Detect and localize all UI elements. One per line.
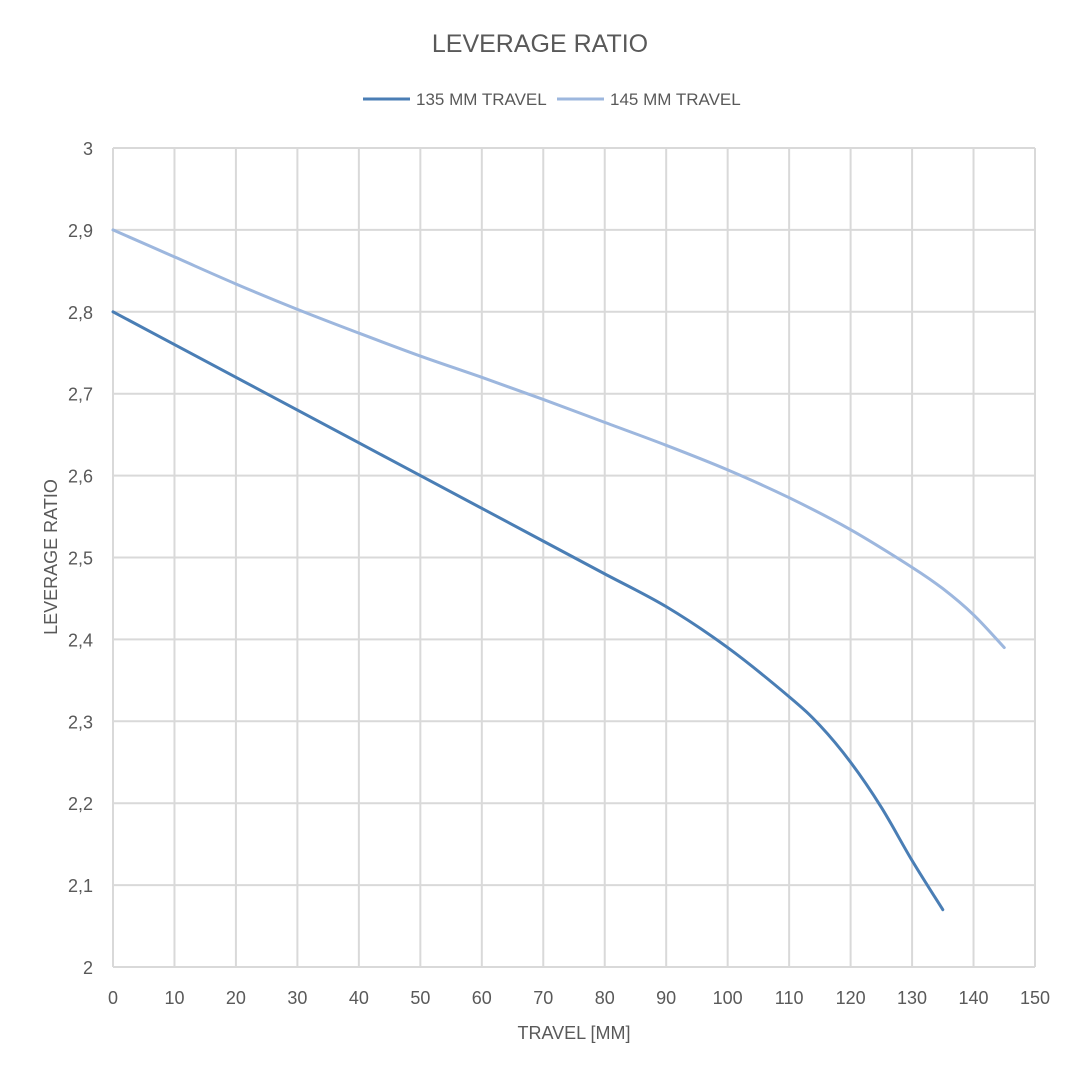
chart-title: LEVERAGE RATIO xyxy=(432,30,648,58)
legend: 135 MM TRAVEL 145 MM TRAVEL xyxy=(363,90,741,109)
y-tick-labels: 2 2,1 2,2 2,3 2,4 2,5 2,6 2,7 2,8 2,9 3 xyxy=(68,139,93,978)
series-line-1 xyxy=(111,310,945,912)
y-axis-label: LEVERAGE RATIO xyxy=(41,479,61,635)
x-tick-label: 150 xyxy=(1020,988,1050,1008)
x-tick-labels: 0 10 20 30 40 50 60 70 80 90 100 110 120 130 140 150 xyxy=(108,988,1050,1008)
x-tick-label: 40 xyxy=(349,988,369,1008)
grid xyxy=(112,147,1036,968)
y-tick-label: 2,3 xyxy=(68,712,93,732)
series-line-2 xyxy=(111,228,1006,650)
x-tick-label: 20 xyxy=(226,988,246,1008)
x-tick-label: 130 xyxy=(897,988,927,1008)
x-tick-label: 80 xyxy=(595,988,615,1008)
series-lines xyxy=(111,228,1006,912)
y-tick-label: 2 xyxy=(83,958,93,978)
x-tick-label: 30 xyxy=(287,988,307,1008)
x-tick-label: 140 xyxy=(959,988,989,1008)
legend-label-1: 135 MM TRAVEL xyxy=(416,90,547,109)
y-tick-label: 2,5 xyxy=(68,549,93,569)
legend-label-2: 145 MM TRAVEL xyxy=(610,90,741,109)
y-tick-label: 2,2 xyxy=(68,794,93,814)
x-tick-label: 110 xyxy=(775,988,804,1008)
x-axis-label: TRAVEL [MM] xyxy=(517,1023,630,1043)
y-tick-label: 2,8 xyxy=(68,303,93,323)
x-tick-label: 120 xyxy=(836,988,866,1008)
x-tick-label: 0 xyxy=(108,988,118,1008)
y-tick-label: 2,7 xyxy=(68,385,93,405)
x-tick-label: 50 xyxy=(410,988,430,1008)
y-tick-label: 2,9 xyxy=(68,221,93,241)
x-tick-label: 10 xyxy=(164,988,184,1008)
x-tick-label: 100 xyxy=(713,988,743,1008)
y-tick-label: 2,4 xyxy=(68,630,93,650)
y-tick-label: 3 xyxy=(83,139,93,159)
y-tick-label: 2,1 xyxy=(68,876,93,896)
y-tick-label: 2,6 xyxy=(68,467,93,487)
x-tick-label: 70 xyxy=(533,988,553,1008)
x-tick-label: 60 xyxy=(472,988,492,1008)
x-tick-label: 90 xyxy=(656,988,676,1008)
